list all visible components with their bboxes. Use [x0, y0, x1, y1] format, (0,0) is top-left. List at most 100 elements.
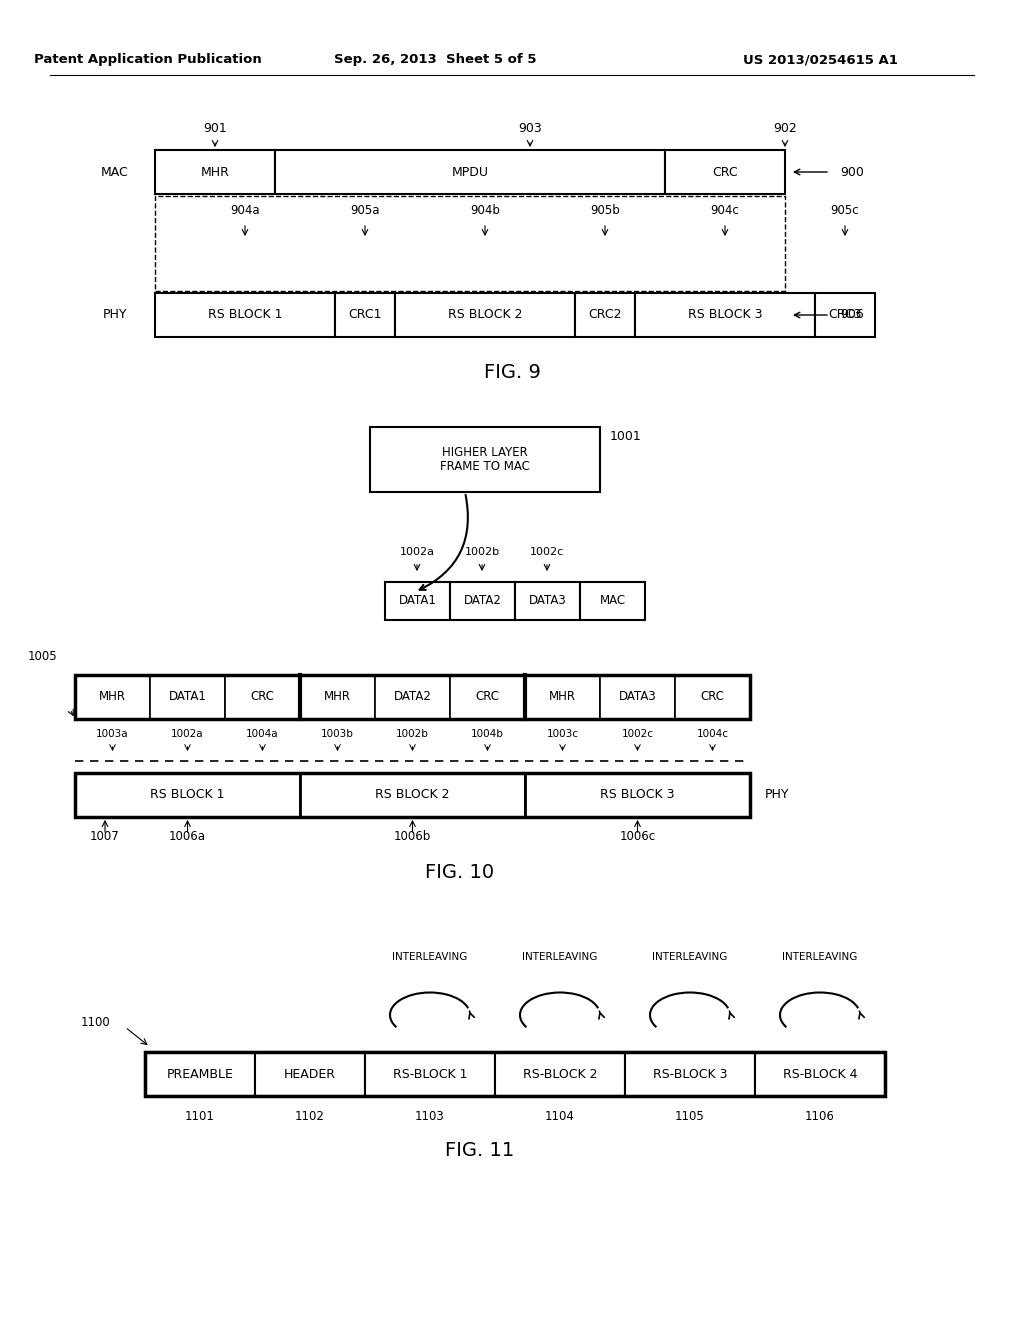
Text: 1002c: 1002c — [529, 546, 564, 557]
Text: 1006b: 1006b — [394, 830, 431, 843]
Text: DATA1: DATA1 — [169, 690, 207, 704]
Bar — [495, 1052, 625, 1096]
Text: 1103: 1103 — [415, 1110, 444, 1122]
Text: HEADER: HEADER — [284, 1068, 336, 1081]
Text: 1006c: 1006c — [620, 830, 655, 843]
Text: 904b: 904b — [470, 205, 500, 218]
Bar — [575, 293, 635, 337]
Text: 1105: 1105 — [675, 1110, 705, 1122]
Text: RS-BLOCK 2: RS-BLOCK 2 — [522, 1068, 597, 1081]
Bar — [665, 150, 785, 194]
Text: 1004c: 1004c — [696, 729, 728, 739]
Text: Patent Application Publication: Patent Application Publication — [34, 54, 262, 66]
Bar — [385, 582, 450, 620]
Text: PHY: PHY — [102, 309, 127, 322]
Bar — [75, 675, 750, 719]
Text: RS BLOCK 2: RS BLOCK 2 — [447, 309, 522, 322]
Text: RS BLOCK 2: RS BLOCK 2 — [375, 788, 450, 801]
Bar — [755, 1052, 885, 1096]
Text: INTERLEAVING: INTERLEAVING — [392, 952, 468, 962]
Bar — [155, 150, 275, 194]
Text: MPDU: MPDU — [452, 165, 488, 178]
Text: CRC2: CRC2 — [588, 309, 622, 322]
Text: MHR: MHR — [324, 690, 351, 704]
Text: RS BLOCK 1: RS BLOCK 1 — [151, 788, 224, 801]
Text: RS-BLOCK 3: RS-BLOCK 3 — [652, 1068, 727, 1081]
Bar — [75, 675, 150, 719]
Text: 904c: 904c — [711, 205, 739, 218]
Text: DATA2: DATA2 — [464, 594, 502, 607]
Text: 1004b: 1004b — [471, 729, 504, 739]
Text: 1002a: 1002a — [171, 729, 204, 739]
Text: RS-BLOCK 1: RS-BLOCK 1 — [393, 1068, 467, 1081]
Text: 1101: 1101 — [185, 1110, 215, 1122]
Bar — [225, 675, 300, 719]
Bar — [145, 1052, 885, 1096]
Text: HIGHER LAYER
FRAME TO MAC: HIGHER LAYER FRAME TO MAC — [440, 446, 530, 474]
Bar — [450, 582, 515, 620]
Bar — [300, 774, 525, 817]
Text: CRC: CRC — [712, 165, 738, 178]
Bar — [75, 774, 750, 817]
Text: 1006a: 1006a — [169, 830, 206, 843]
Text: 1100: 1100 — [80, 1015, 110, 1028]
Text: 1002b: 1002b — [465, 546, 500, 557]
Text: DATA2: DATA2 — [393, 690, 431, 704]
Text: 1106: 1106 — [805, 1110, 835, 1122]
Bar — [395, 293, 575, 337]
Text: 1003c: 1003c — [547, 729, 579, 739]
Text: 900: 900 — [840, 165, 864, 178]
Bar — [525, 774, 750, 817]
Text: FIG. 10: FIG. 10 — [425, 862, 495, 882]
Text: Sep. 26, 2013  Sheet 5 of 5: Sep. 26, 2013 Sheet 5 of 5 — [334, 54, 537, 66]
Bar — [375, 675, 450, 719]
Text: 1003b: 1003b — [322, 729, 354, 739]
Text: RS BLOCK 1: RS BLOCK 1 — [208, 309, 283, 322]
Text: 1002b: 1002b — [396, 729, 429, 739]
Text: 1001: 1001 — [610, 430, 642, 444]
Text: 1005: 1005 — [28, 651, 57, 664]
Bar — [450, 675, 525, 719]
Text: PREAMBLE: PREAMBLE — [167, 1068, 233, 1081]
Bar — [155, 195, 785, 290]
Bar — [75, 774, 300, 817]
Bar — [525, 675, 600, 719]
Text: INTERLEAVING: INTERLEAVING — [522, 952, 598, 962]
Text: 902: 902 — [773, 121, 797, 135]
Text: FIG. 9: FIG. 9 — [483, 363, 541, 381]
Bar — [515, 582, 580, 620]
Text: INTERLEAVING: INTERLEAVING — [782, 952, 858, 962]
Text: US 2013/0254615 A1: US 2013/0254615 A1 — [742, 54, 897, 66]
Text: 1003a: 1003a — [96, 729, 129, 739]
Text: 901: 901 — [203, 121, 227, 135]
Text: 1002a: 1002a — [399, 546, 434, 557]
Bar — [275, 150, 665, 194]
Text: CRC: CRC — [700, 690, 725, 704]
Text: INTERLEAVING: INTERLEAVING — [652, 952, 728, 962]
Bar — [365, 1052, 495, 1096]
Text: CRC: CRC — [475, 690, 500, 704]
Bar — [255, 1052, 365, 1096]
Bar — [150, 675, 225, 719]
Text: RS BLOCK 3: RS BLOCK 3 — [600, 788, 675, 801]
Text: 905a: 905a — [350, 205, 380, 218]
Text: DATA3: DATA3 — [528, 594, 566, 607]
Text: DATA1: DATA1 — [398, 594, 436, 607]
Bar — [675, 675, 750, 719]
Text: MHR: MHR — [549, 690, 575, 704]
Text: 906: 906 — [840, 309, 864, 322]
Text: MAC: MAC — [101, 165, 129, 178]
Text: 903: 903 — [518, 121, 542, 135]
Text: MHR: MHR — [201, 165, 229, 178]
Bar — [145, 1052, 255, 1096]
Text: 905c: 905c — [830, 205, 859, 218]
Text: FIG. 11: FIG. 11 — [445, 1142, 515, 1160]
Bar — [300, 675, 375, 719]
Text: RS BLOCK 3: RS BLOCK 3 — [688, 309, 762, 322]
Text: MHR: MHR — [99, 690, 126, 704]
Bar — [155, 293, 335, 337]
Text: 1102: 1102 — [295, 1110, 325, 1122]
Text: DATA3: DATA3 — [618, 690, 656, 704]
Text: 1004a: 1004a — [246, 729, 279, 739]
Bar — [335, 293, 395, 337]
